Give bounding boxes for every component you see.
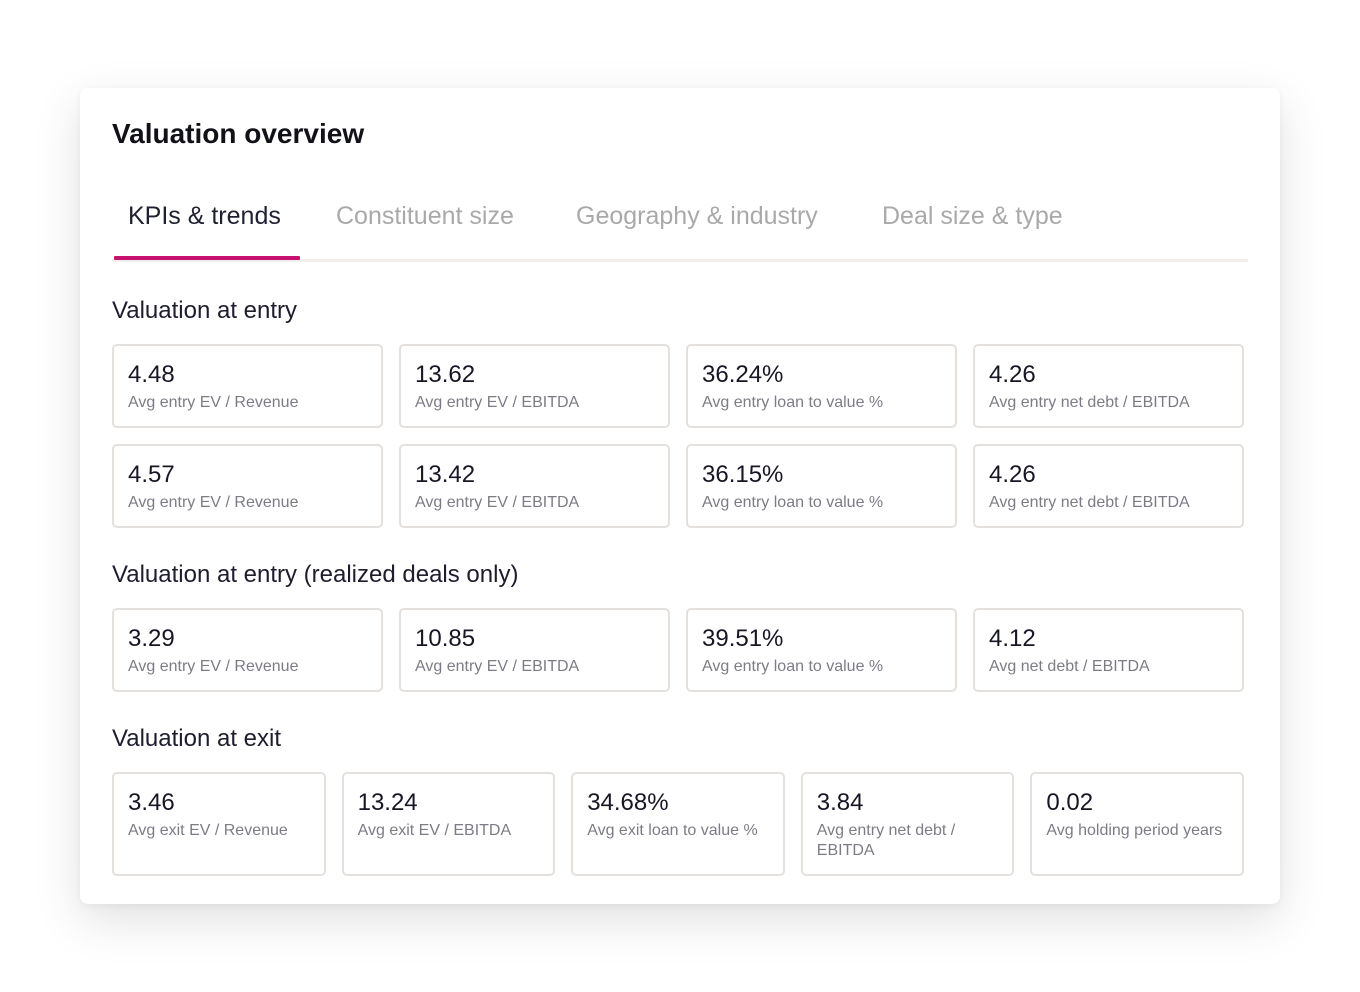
kpi-tile: 39.51% Avg entry loan to value % [686,608,957,692]
kpi-value: 34.68% [587,789,669,816]
kpi-value: 39.51% [702,625,784,652]
kpi-label: Avg entry loan to value % [702,494,884,511]
kpi-value: 13.24 [357,789,418,816]
kpi-value: 4.57 [128,461,175,488]
kpi-value: 4.12 [989,625,1036,652]
kpi-label: Avg entry net debt / EBITDA [989,394,1190,411]
kpi-tile: 36.15% Avg entry loan to value % [686,444,957,528]
kpi-value: 13.42 [415,461,476,488]
kpi-row: 3.46 Avg exit EV / Revenue 13.24 Avg exi… [112,772,1244,876]
kpi-tile: 0.02 Avg holding period years [1030,772,1244,876]
kpi-label: Avg exit loan to value % [587,822,758,839]
kpi-tile: 3.29 Avg entry EV / Revenue [112,608,383,692]
kpi-tile: 4.48 Avg entry EV / Revenue [112,344,383,428]
kpi-label: Avg entry EV / Revenue [128,494,299,511]
kpi-label: Avg entry net debt / EBITDA [816,822,956,859]
kpi-label: Avg net debt / EBITDA [989,658,1150,675]
valuation-overview-card: Valuation overview KPIs & trends Constit… [80,88,1280,904]
kpi-label: Avg holding period years [1046,822,1223,839]
kpi-label: Avg entry loan to value % [702,394,884,411]
kpi-tile: 13.24 Avg exit EV / EBITDA [341,772,556,876]
kpi-tile: 4.12 Avg net debt / EBITDA [973,608,1244,692]
kpi-tile: 4.57 Avg entry EV / Revenue [112,444,383,528]
kpi-tile: 3.84 Avg entry net debt / EBITDA [800,772,1015,876]
kpi-value: 0.02 [1046,789,1094,816]
kpi-value: 36.24% [702,361,784,388]
kpi-value: 3.84 [816,789,864,816]
kpi-label: Avg entry EV / Revenue [128,394,299,411]
kpi-value: 4.26 [989,461,1036,488]
section-title-valuation-at-exit: Valuation at exit [112,725,281,752]
section-title-valuation-at-entry: Valuation at entry [112,297,298,324]
kpi-label: Avg entry EV / EBITDA [415,658,580,675]
kpi-label: Avg entry EV / EBITDA [415,494,580,511]
kpi-label: Avg exit EV / Revenue [128,822,288,839]
kpi-value: 36.15% [702,461,784,488]
kpi-label: Avg entry loan to value % [702,658,884,675]
kpi-value: 13.62 [415,361,476,388]
kpi-value: 3.46 [128,789,175,816]
kpi-label: Avg entry EV / Revenue [128,658,299,675]
tab-kpis-trends[interactable]: KPIs & trends [128,202,281,230]
kpi-tile: 10.85 Avg entry EV / EBITDA [399,608,670,692]
kpi-row: 4.57 Avg entry EV / Revenue 13.42 Avg en… [112,444,1244,528]
kpi-tile: 4.26 Avg entry net debt / EBITDA [973,444,1244,528]
tab-geography-industry[interactable]: Geography & industry [576,202,818,230]
kpi-tile: 36.24% Avg entry loan to value % [686,344,957,428]
kpi-label: Avg entry EV / EBITDA [415,394,580,411]
kpi-tile: 3.46 Avg exit EV / Revenue [112,772,326,876]
tab-deal-size-type[interactable]: Deal size & type [882,202,1063,230]
active-tab-indicator [114,256,300,260]
kpi-label: Avg exit EV / EBITDA [357,822,512,839]
kpi-row: 4.48 Avg entry EV / Revenue 13.62 Avg en… [112,344,1244,428]
kpi-tile: 4.26 Avg entry net debt / EBITDA [973,344,1244,428]
kpi-value: 4.48 [128,361,175,388]
kpi-value: 3.29 [128,625,175,652]
tab-constituent-size[interactable]: Constituent size [336,202,514,230]
kpi-value: 4.26 [989,361,1036,388]
kpi-tile: 13.42 Avg entry EV / EBITDA [399,444,670,528]
card-title: Valuation overview [112,118,365,149]
tab-bar: KPIs & trends Constituent size Geography… [112,186,1248,262]
kpi-label: Avg entry net debt / EBITDA [989,494,1190,511]
kpi-tile: 34.68% Avg exit loan to value % [571,772,785,876]
section-title-valuation-at-entry-realized: Valuation at entry (realized deals only) [112,561,519,588]
kpi-tile: 13.62 Avg entry EV / EBITDA [399,344,670,428]
kpi-row: 3.29 Avg entry EV / Revenue 10.85 Avg en… [112,608,1244,692]
kpi-value: 10.85 [415,625,476,652]
